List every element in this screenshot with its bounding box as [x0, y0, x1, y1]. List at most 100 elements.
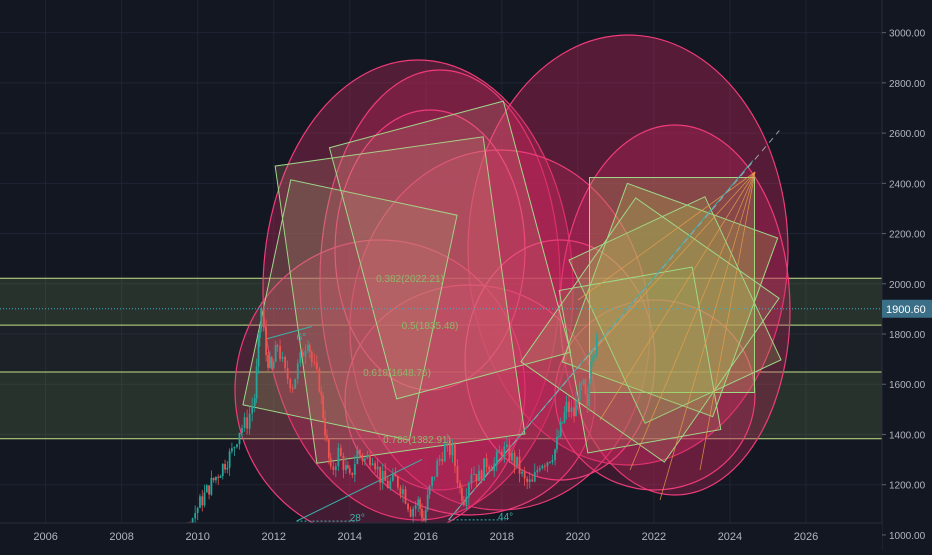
- y-tick-label: 2000.00: [889, 280, 926, 291]
- x-tick-label: 2014: [338, 531, 362, 543]
- candle-body: [443, 443, 446, 462]
- drawn-rectangle: [568, 196, 782, 424]
- y-tick-label: 1800.00: [889, 330, 926, 341]
- candle-body: [299, 352, 302, 364]
- candle-body: [538, 468, 541, 471]
- y-tick-label: 3000.00: [889, 29, 926, 40]
- fib-zone: [0, 372, 882, 439]
- x-tick-label: 2008: [109, 531, 133, 543]
- candle-body: [320, 391, 323, 396]
- candle-body: [436, 460, 439, 477]
- candle-body: [315, 362, 318, 369]
- candle-body: [394, 473, 397, 477]
- y-tick-label: 2600.00: [889, 129, 926, 140]
- candle-body: [205, 485, 208, 493]
- y-tick-label: 2200.00: [889, 230, 926, 241]
- trend-line: [296, 459, 423, 522]
- candle-body: [549, 461, 551, 463]
- candle-body: [194, 513, 197, 519]
- candle-body: [594, 355, 596, 357]
- drawn-rectangle: [561, 182, 779, 418]
- candle-body: [551, 460, 554, 462]
- candle-body: [426, 494, 429, 510]
- candle-body: [556, 436, 558, 450]
- candle-body: [433, 476, 436, 478]
- drawn-circle: [319, 69, 561, 491]
- candle-body: [384, 470, 387, 481]
- candle-body: [528, 479, 531, 482]
- y-tick-label: 2400.00: [889, 179, 926, 190]
- candle-body: [573, 407, 575, 417]
- candle-body: [438, 458, 441, 461]
- candle-body: [210, 477, 213, 495]
- candle-body: [561, 422, 564, 424]
- candle-body: [196, 507, 199, 514]
- candle-body: [531, 479, 534, 482]
- y-axis-background: [882, 0, 932, 550]
- candle-body: [371, 463, 374, 466]
- candle-body: [253, 398, 256, 406]
- drawn-rectangle: [242, 179, 458, 441]
- candle-body: [274, 345, 277, 362]
- candle-body: [241, 428, 243, 433]
- candle-body: [236, 444, 238, 447]
- trend-tools: 28° 44° 6°: [265, 130, 780, 524]
- candle-body: [339, 447, 342, 456]
- candle-body: [485, 458, 488, 467]
- candle-body: [301, 352, 304, 357]
- projection-line: [448, 130, 780, 521]
- candle-body: [412, 508, 415, 517]
- candle-body: [291, 388, 294, 390]
- candle-body: [228, 451, 231, 468]
- candle-body: [381, 470, 384, 484]
- candle-body: [313, 361, 316, 363]
- candle-body: [345, 465, 347, 471]
- drawn-rectangle: [589, 177, 755, 393]
- candle-body: [513, 452, 516, 466]
- candle-body: [580, 383, 583, 385]
- candle-body: [379, 466, 382, 484]
- candle-body: [351, 472, 354, 475]
- candle-body: [267, 355, 269, 368]
- candle-body: [533, 472, 536, 482]
- angle-label: 28°: [350, 513, 365, 524]
- candle-body: [521, 471, 524, 474]
- drawn-circle: [262, 59, 574, 521]
- last-price-label: 1900.60: [886, 304, 926, 316]
- candle-body: [203, 492, 206, 506]
- candle-body: [364, 458, 366, 461]
- fib-level-label: 0.618(1648.76): [363, 368, 431, 379]
- candle-body: [446, 440, 449, 444]
- candle-body: [526, 478, 529, 482]
- candle-body: [212, 477, 215, 481]
- candle-body: [224, 463, 226, 470]
- x-tick-label: 2018: [490, 531, 514, 543]
- angle-label: 44°: [498, 512, 513, 523]
- candle-body: [255, 366, 258, 399]
- candle-body: [233, 446, 236, 449]
- candle-body: [221, 463, 224, 477]
- candle-body: [498, 451, 501, 453]
- candle-body: [201, 496, 204, 506]
- candle-body: [307, 344, 309, 351]
- candle-body: [258, 328, 261, 338]
- candle-body: [559, 422, 562, 437]
- candle-body: [488, 466, 491, 470]
- candle-body: [480, 470, 483, 481]
- candle-body: [456, 466, 459, 483]
- candle-body: [578, 383, 581, 402]
- candle-body: [454, 444, 456, 467]
- y-axis[interactable]: 1000.00 1200.00 1400.00 1600.00 1800.00 2000.…: [881, 0, 932, 550]
- candle-body: [248, 413, 251, 429]
- candle-body: [334, 466, 337, 471]
- x-axis[interactable]: 2006 2008 2010 2012 2014 2016 2018 2020 2022 2024…: [0, 522, 882, 550]
- candle-body: [296, 363, 299, 379]
- candle-body: [495, 451, 498, 464]
- candle-body: [595, 334, 598, 356]
- candle-body: [407, 503, 409, 510]
- candle-body: [294, 378, 297, 389]
- candle-body: [231, 448, 233, 452]
- x-tick-label: 2006: [33, 531, 57, 543]
